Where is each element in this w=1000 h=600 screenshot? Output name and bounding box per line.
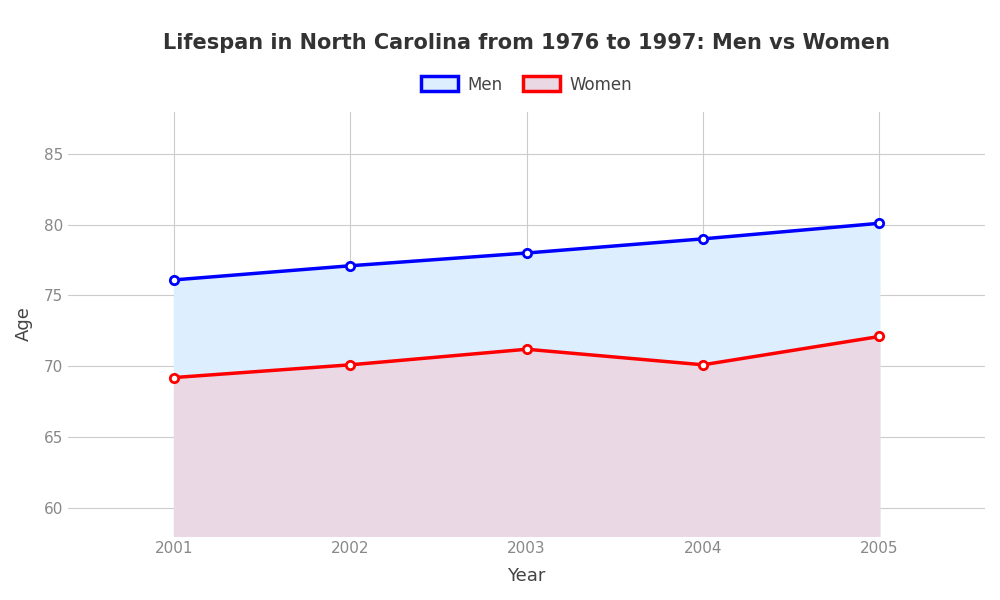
X-axis label: Year: Year [507, 567, 546, 585]
Legend: Men, Women: Men, Women [414, 69, 639, 100]
Y-axis label: Age: Age [15, 307, 33, 341]
Title: Lifespan in North Carolina from 1976 to 1997: Men vs Women: Lifespan in North Carolina from 1976 to … [163, 33, 890, 53]
